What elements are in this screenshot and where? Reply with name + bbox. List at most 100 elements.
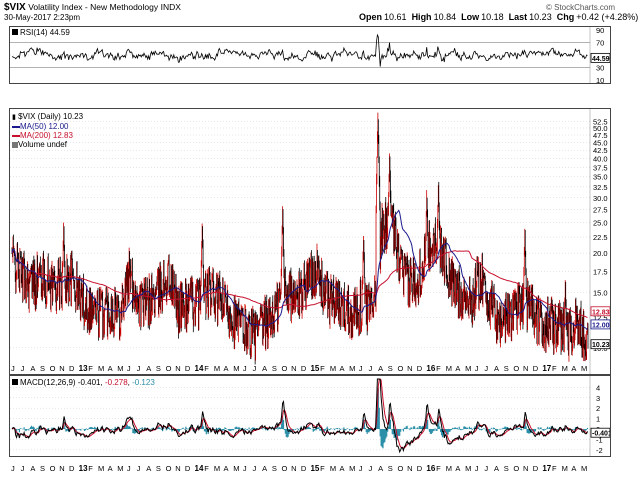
x-tick-label: A bbox=[108, 364, 113, 373]
price-tick-label: 50.0 bbox=[593, 124, 608, 133]
x-tick-label: D bbox=[185, 464, 191, 473]
x-tick-label: D bbox=[69, 464, 75, 473]
x-tick-label: J bbox=[359, 364, 363, 373]
x-tick-label: A bbox=[224, 364, 229, 373]
header-title: $VIX Volatility Index - New Methodology … bbox=[4, 2, 181, 13]
x-tick-label: A bbox=[30, 364, 35, 373]
x-tick-label: M bbox=[330, 464, 336, 473]
x-tick-label: M bbox=[330, 364, 336, 373]
low-label: Low bbox=[461, 12, 480, 22]
x-tick-label: F bbox=[436, 364, 441, 373]
x-tick-label: O bbox=[513, 464, 519, 473]
macd-panel: 43210-1-2-0.401 MACD(12,26,9) -0.401, -0… bbox=[9, 375, 612, 457]
x-tick-label: O bbox=[282, 364, 288, 373]
rsi-tick-label: 70 bbox=[596, 39, 604, 48]
x-tick-label: J bbox=[484, 464, 488, 473]
x-tick-label: M bbox=[233, 464, 239, 473]
x-tick-label: J bbox=[127, 364, 131, 373]
ma200-legend-text: MA(200) 12.83 bbox=[20, 131, 73, 140]
quote-line: Open 10.61 High 10.84 Low 10.18 Last 10.23 C… bbox=[359, 12, 638, 22]
x-tick-label: N bbox=[175, 464, 180, 473]
x-tick-label: M bbox=[349, 364, 355, 373]
macd-tick-label: 2 bbox=[596, 404, 600, 413]
price-tick-label: 22.5 bbox=[593, 233, 608, 242]
x-tick-label: F bbox=[204, 364, 209, 373]
x-tick-label: N bbox=[407, 464, 412, 473]
chg-value: +0.42 (+4.28%) bbox=[576, 12, 639, 22]
x-tick-label: F bbox=[436, 464, 441, 473]
x-tick-label: 17 bbox=[542, 364, 551, 373]
price-tick-label: 42.5 bbox=[593, 146, 608, 155]
x-tick-label: 16 bbox=[426, 364, 435, 373]
price-panel: 52.5 50.0 47.5 45.0 42.5 40.0 37.5 35.0 32.5 30.0… bbox=[9, 108, 611, 375]
low-value: 10.18 bbox=[481, 12, 504, 22]
x-tick-label: S bbox=[388, 364, 393, 373]
x-tick-label: A bbox=[146, 364, 151, 373]
x-tick-label: J bbox=[253, 364, 257, 373]
x-tick-label: O bbox=[166, 464, 172, 473]
x-tick-label: M bbox=[562, 364, 568, 373]
x-tick-label: D bbox=[301, 464, 307, 473]
x-tick-label: J bbox=[11, 364, 15, 373]
exchange: INDX bbox=[160, 2, 181, 12]
x-tick-label: M bbox=[117, 464, 123, 473]
rsi-line bbox=[11, 33, 588, 67]
x-tick-label: M bbox=[581, 364, 587, 373]
x-tick-label: A bbox=[224, 464, 229, 473]
macd-legend-swatch bbox=[12, 379, 18, 385]
x-tick-label: F bbox=[204, 464, 209, 473]
x-tick-label: F bbox=[88, 364, 93, 373]
x-tick-label: O bbox=[50, 364, 56, 373]
x-tick-label: N bbox=[407, 364, 412, 373]
x-tick-label: 15 bbox=[310, 364, 319, 373]
x-tick-label: D bbox=[417, 364, 423, 373]
x-tick-label: N bbox=[59, 464, 64, 473]
x-tick-label: O bbox=[513, 364, 519, 373]
x-tick-label: D bbox=[533, 464, 539, 473]
x-tick-label: D bbox=[533, 364, 539, 373]
macd-tick-label: 4 bbox=[596, 383, 600, 392]
rsi-legend-text: RSI(14) 44.59 bbox=[20, 28, 70, 37]
x-tick-label: N bbox=[523, 364, 528, 373]
open-value: 10.61 bbox=[384, 12, 407, 22]
x-tick-label: S bbox=[388, 464, 393, 473]
x-axis-bottom: J J A S O N D 13 F M A M J J A S O N D 14 F M A M J J A S O N D 15 F M A M J… bbox=[11, 464, 587, 473]
x-axis-top: J J A S O N D 13 F M A M J J A S O N D 14 F M A M J J A S O N D 15 F M A M J… bbox=[11, 364, 587, 373]
x-tick-label: A bbox=[378, 464, 383, 473]
price-tick-label: 20.0 bbox=[593, 249, 608, 258]
macd-legend-name: MACD(12,26,9) bbox=[20, 378, 76, 387]
x-tick-label: S bbox=[272, 364, 277, 373]
ma200-swatch bbox=[12, 134, 20, 137]
price-tick-label: 30.0 bbox=[593, 194, 608, 203]
price-tick-label: 32.5 bbox=[593, 183, 608, 192]
macd-tick-label: -2 bbox=[596, 446, 603, 455]
x-tick-label: M bbox=[214, 364, 220, 373]
x-tick-label: M bbox=[98, 364, 104, 373]
x-tick-label: 15 bbox=[310, 464, 319, 473]
x-tick-label: S bbox=[156, 464, 161, 473]
x-tick-label: O bbox=[50, 464, 56, 473]
x-tick-label: D bbox=[301, 364, 307, 373]
macd-legend: MACD(12,26,9) -0.401, -0.278, -0.123 bbox=[12, 378, 155, 387]
ma50-legend-text: MA(50) 12.00 bbox=[20, 122, 69, 131]
x-tick-label: 13 bbox=[79, 464, 88, 473]
x-tick-label: A bbox=[571, 464, 576, 473]
price-legend: ▮ $VIX (Daily) 10.23 MA(50) 12.00 MA(200… bbox=[12, 112, 83, 149]
x-tick-label: N bbox=[291, 364, 296, 373]
x-tick-label: N bbox=[523, 464, 528, 473]
macd-line bbox=[11, 378, 588, 454]
x-tick-label: N bbox=[291, 464, 296, 473]
macd-legend-macd: -0.401 bbox=[77, 378, 101, 387]
price-tick-label: 12.5 bbox=[593, 313, 608, 322]
ma200-line bbox=[11, 248, 588, 318]
price-legend-main: ▮ $VIX (Daily) 10.23 bbox=[12, 112, 84, 121]
price-tick-label: 35.0 bbox=[593, 173, 608, 182]
macd-legend-hist: -0.123 bbox=[132, 378, 155, 387]
x-tick-label: A bbox=[455, 364, 460, 373]
x-tick-label: O bbox=[166, 364, 172, 373]
x-tick-label: J bbox=[253, 464, 257, 473]
last-value: 10.23 bbox=[529, 12, 552, 22]
x-tick-label: J bbox=[243, 464, 247, 473]
price-tick-label: 27.5 bbox=[593, 206, 608, 215]
price-tick-label: 17.5 bbox=[593, 267, 608, 276]
